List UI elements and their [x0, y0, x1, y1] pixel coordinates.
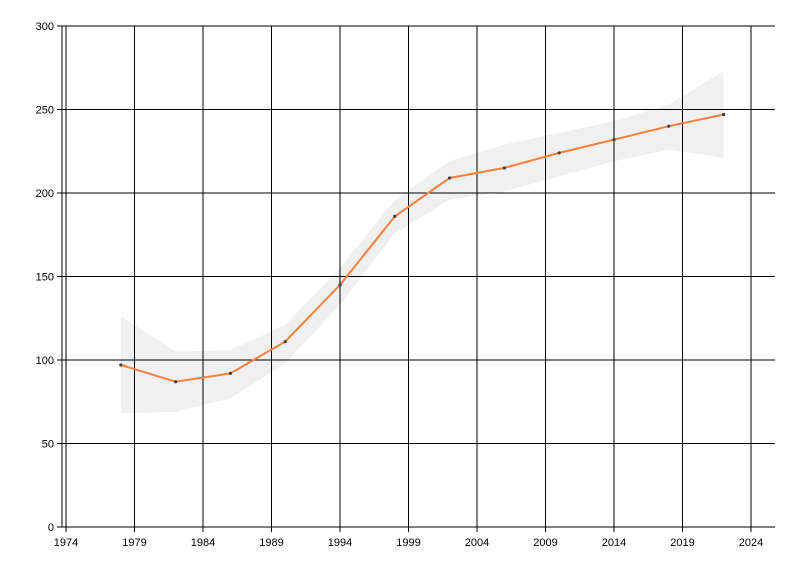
y-tick-label: 100 [36, 355, 54, 367]
y-tick-label: 300 [36, 21, 54, 33]
data-point [722, 112, 726, 117]
data-point [557, 151, 561, 155]
x-tick-label: 1984 [191, 537, 215, 549]
y-tick-label: 250 [36, 105, 54, 117]
data-point [393, 214, 397, 218]
y-tick-label: 0 [48, 522, 54, 534]
y-tick-label: 150 [36, 272, 54, 284]
data-point [283, 340, 287, 344]
data-point [612, 137, 616, 142]
x-tick-label: 1989 [259, 537, 283, 549]
data-point [502, 166, 506, 170]
y-tick-label: 50 [42, 439, 54, 451]
x-tick-label: 2024 [739, 537, 763, 549]
x-tick-label: 1979 [122, 537, 146, 549]
x-tick-label: 2009 [533, 537, 557, 549]
x-tick-label: 1994 [328, 537, 352, 549]
x-tick-label: 1999 [396, 537, 420, 549]
y-tick-label: 200 [36, 188, 54, 200]
data-point [448, 176, 452, 180]
data-point [119, 363, 123, 367]
data-point [667, 124, 671, 128]
confidence-band [120, 71, 724, 414]
x-tick-label: 2019 [670, 537, 694, 549]
series-line [120, 113, 724, 383]
x-tick-label: 1974 [54, 537, 78, 549]
x-tick-label: 2014 [602, 537, 626, 549]
data-point [338, 283, 342, 287]
x-tick-label: 2004 [465, 537, 489, 549]
data-point [174, 380, 178, 384]
data-point [228, 371, 232, 375]
